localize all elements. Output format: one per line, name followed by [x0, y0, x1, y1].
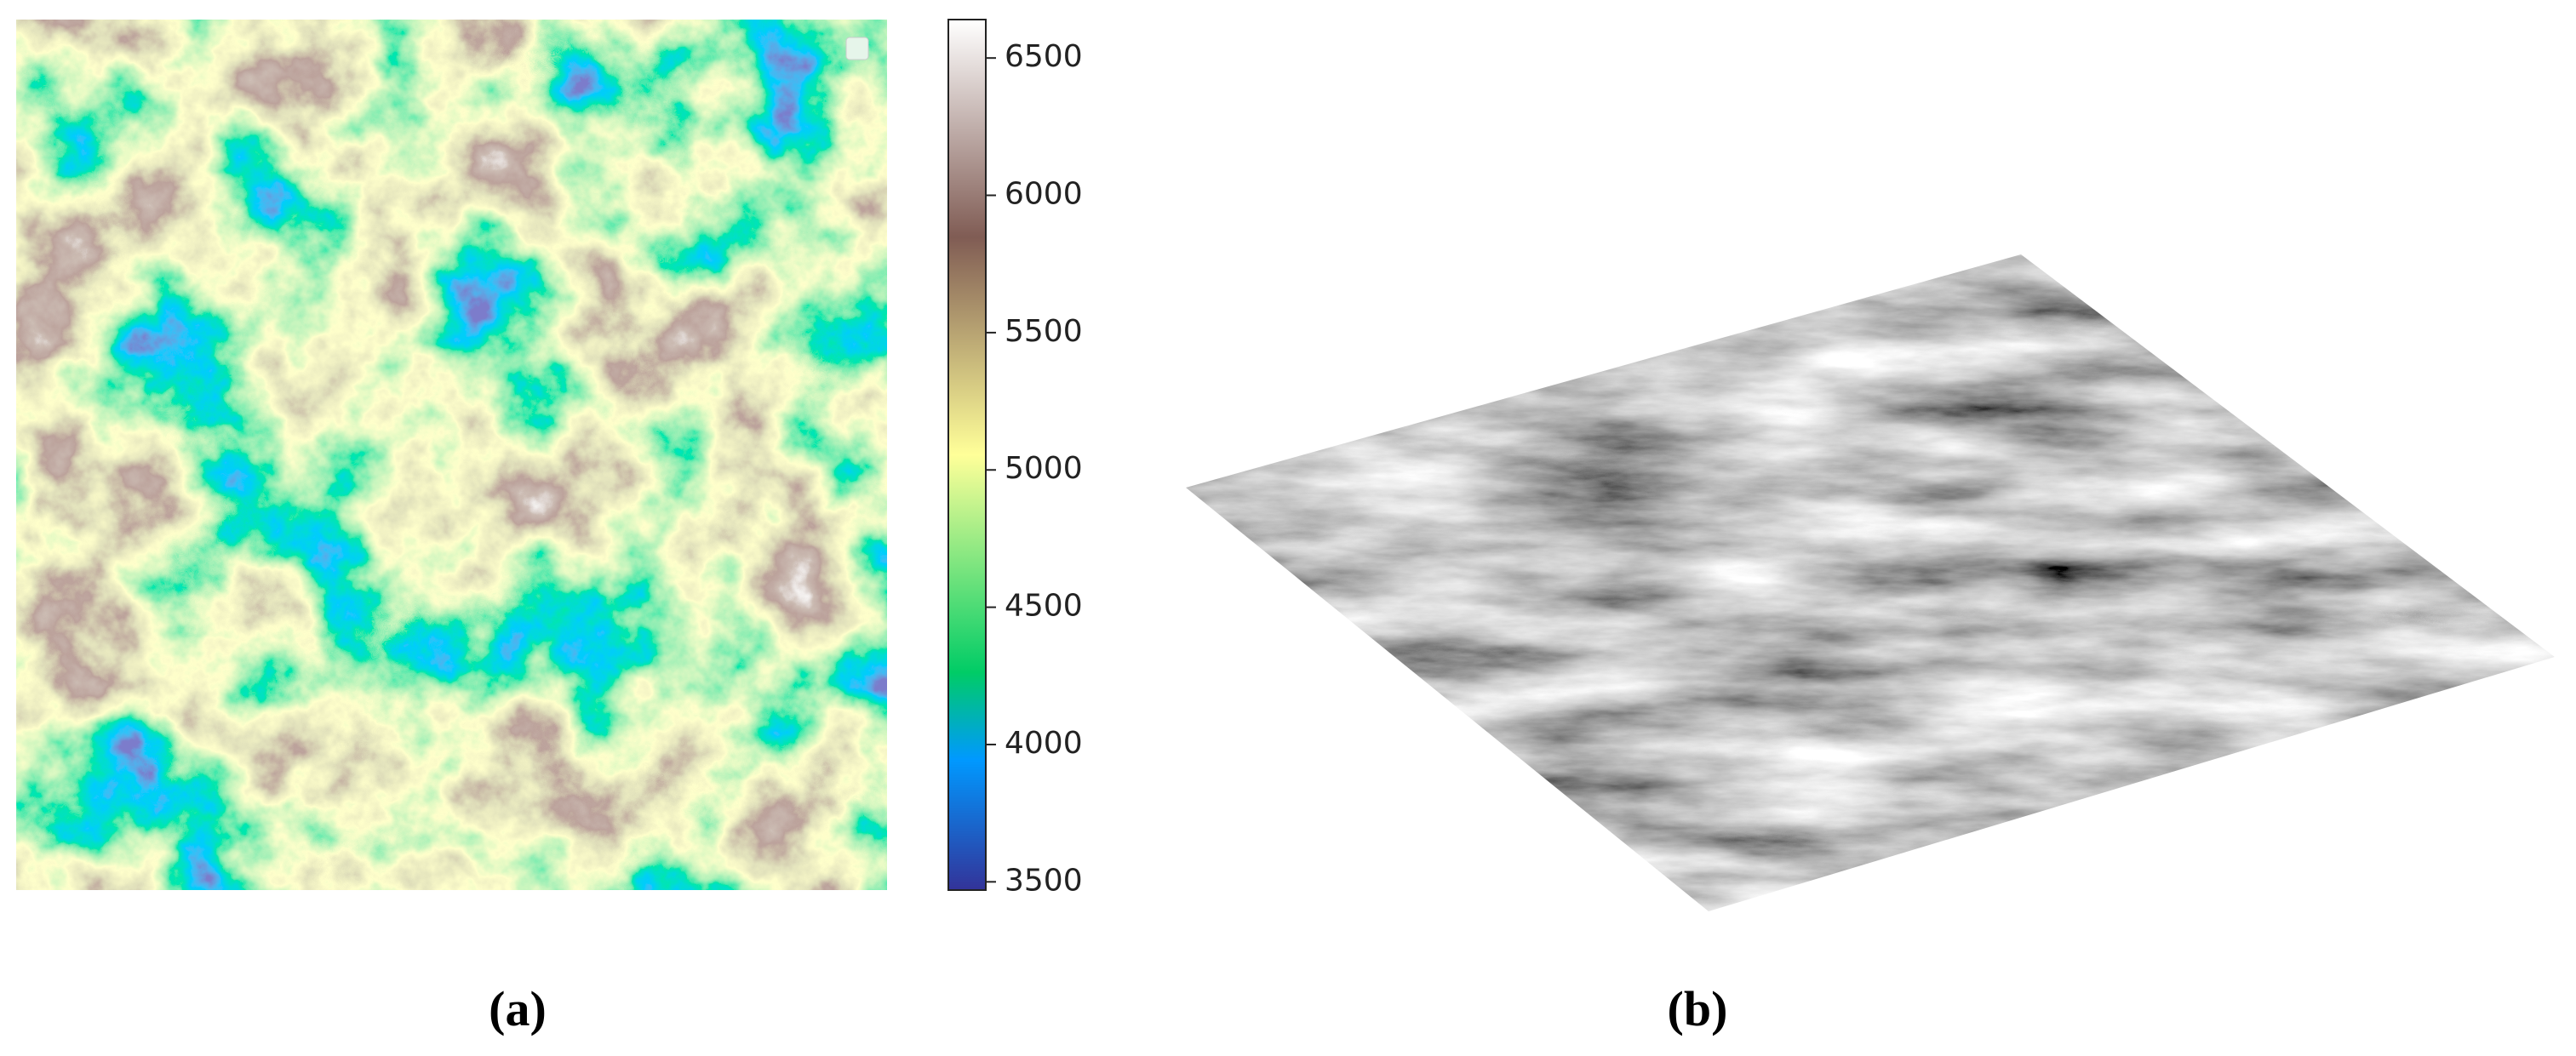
panel-label: (b)	[1668, 981, 1728, 1036]
tick-label: 4500	[1005, 589, 1083, 624]
panel-label: (a)	[489, 981, 547, 1036]
tick-label: 6500	[1005, 39, 1083, 74]
tick-label: 3500	[1005, 863, 1083, 898]
surface-3d	[1186, 254, 2555, 911]
tick-label: 5500	[1005, 314, 1083, 349]
colorbar	[947, 19, 987, 891]
tick-label: 5000	[1005, 451, 1083, 486]
tick-label: 4000	[1005, 726, 1083, 761]
legend-box	[845, 37, 869, 60]
elevation-map	[16, 20, 887, 890]
tick-label: 6000	[1005, 177, 1083, 212]
surface-texture	[1186, 254, 2555, 911]
